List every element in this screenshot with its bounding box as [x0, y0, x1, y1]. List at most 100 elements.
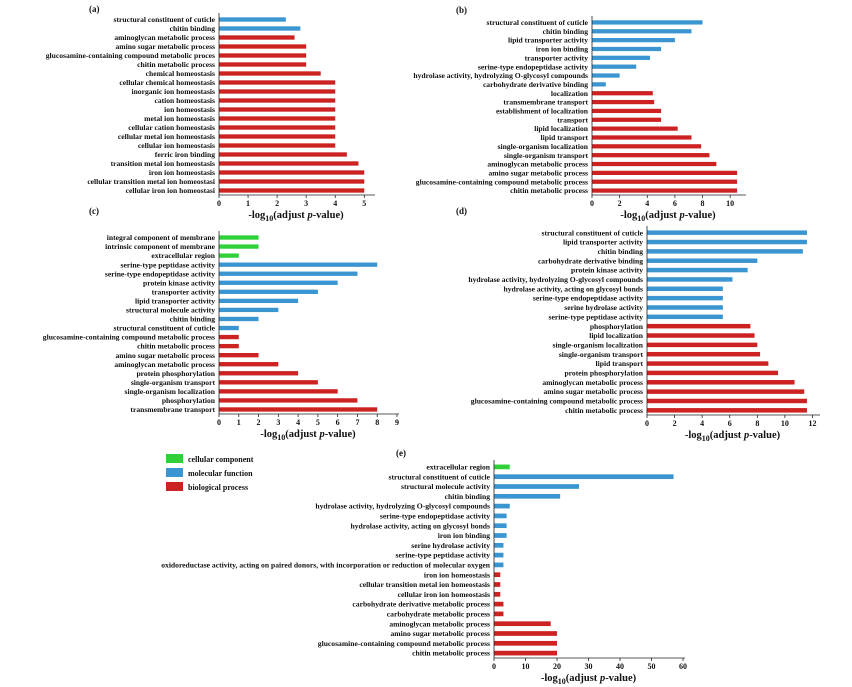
category-label: amino sugar metabolic process [116, 42, 216, 51]
bar [494, 533, 507, 538]
bar [219, 371, 299, 376]
bar [219, 26, 301, 31]
category-label: chitin binding [445, 492, 491, 501]
category-label: glucosamine-containing compound metaboli… [471, 397, 643, 406]
x-tick-label: 50 [648, 662, 656, 671]
category-label: carbohydrate derivative binding [538, 256, 643, 265]
panel-label: (d) [456, 206, 467, 216]
category-label: lipid localization [589, 331, 644, 340]
bar [647, 361, 769, 366]
category-label: carbohydrate derivative metabolic proces… [352, 600, 490, 609]
panel-c: (c) integral component of membraneintrins… [43, 206, 399, 442]
category-label: amino sugar metabolic process [116, 351, 216, 360]
x-tick-label: 9 [395, 418, 399, 427]
x-tick-label: 5 [362, 199, 366, 208]
x-tick-label: 4 [333, 199, 337, 208]
bar [494, 591, 501, 597]
category-label: glucosamine-containing compound metaboli… [46, 51, 215, 60]
bar [592, 20, 703, 25]
x-tick-label: 1 [246, 199, 250, 208]
x-tick-label: 6 [673, 199, 677, 208]
category-label: amino sugar metabolic process [544, 387, 644, 396]
bar [219, 179, 365, 184]
bar [592, 38, 675, 43]
legend: cellular component molecular function biol… [166, 454, 254, 492]
category-label: intrinsic component of membrane [105, 242, 216, 251]
bar [494, 493, 561, 499]
bar [494, 523, 507, 529]
x-tick-label: 2 [618, 199, 622, 208]
category-label: inorganic ion homeostasis [131, 87, 215, 96]
bar [219, 280, 338, 285]
bar [219, 35, 295, 40]
category-label: carbohydrate derivative binding [483, 80, 588, 89]
bar [219, 316, 259, 322]
x-tick-label: 30 [585, 662, 593, 671]
bar [494, 562, 504, 568]
category-label: glucosamine-containing compound metaboli… [318, 639, 490, 648]
bar [219, 334, 239, 340]
category-label: aminoglycan metabolic process [487, 160, 588, 169]
bar [219, 389, 338, 394]
category-label: structural constituent of cuticle [487, 18, 589, 27]
category-label: cellular cation homeostasis [128, 123, 215, 132]
bar [592, 144, 702, 149]
x-tick-label: 7 [355, 418, 359, 427]
category-label: chitin metabolic process [510, 186, 588, 195]
x-tick-label: 4 [700, 419, 704, 428]
bar [592, 108, 662, 114]
category-label: structural molecule activity [401, 482, 490, 491]
category-label: transport [557, 115, 588, 124]
category-label: single-organism localization [498, 142, 589, 151]
bar [647, 380, 795, 385]
x-tick-label: 60 [679, 662, 687, 671]
bar [647, 351, 761, 357]
legend-label: biological process [188, 483, 248, 492]
category-label: structural molecule activity [126, 306, 215, 315]
category-label: transition metal ion homeostasis [111, 159, 215, 168]
bar [219, 62, 307, 67]
x-tick-label: 0 [217, 199, 221, 208]
category-label: transmembrane transport [130, 405, 215, 414]
x-axis-title: -log10(adjust p-value) [685, 430, 781, 443]
bar [647, 408, 807, 413]
category-label: iron ion homeostasis [424, 570, 490, 579]
category-label: lipid transport [596, 359, 644, 368]
bar [494, 650, 557, 656]
category-label: structural constituent of cuticle [389, 472, 491, 481]
bar [494, 611, 504, 617]
category-label: aminoglycan metabolic process [114, 33, 215, 42]
x-tick-label: 0 [492, 662, 496, 671]
panel-label: (a) [89, 4, 100, 14]
category-label: lipid transporter activity [508, 36, 588, 45]
x-tick-label: 4 [296, 418, 300, 427]
bar [219, 307, 279, 313]
category-label: lipid localization [534, 124, 589, 133]
bar [647, 239, 807, 245]
category-label: amino sugar metabolic process [489, 168, 589, 177]
bar [647, 277, 733, 282]
bar [219, 170, 365, 175]
category-label: chitin metabolic process [137, 342, 215, 351]
bar [647, 230, 807, 235]
bar [647, 249, 803, 254]
category-label: glucosamine-containing compound metaboli… [416, 177, 588, 186]
category-label: structural constituent of cuticle [542, 228, 644, 237]
category-label: serine hydrolase activity [411, 541, 490, 550]
x-tick-label: 5 [316, 418, 320, 427]
bar [494, 484, 580, 489]
x-axis-title: -log10(adjust p-value) [248, 210, 344, 223]
category-label: serine-type peptidase activity [396, 551, 491, 560]
bar [592, 188, 738, 193]
category-label: chitin binding [170, 24, 216, 33]
bar [494, 542, 504, 548]
category-label: phosphorylation [162, 396, 216, 405]
category-label: localization [551, 89, 589, 98]
x-tick-label: 12 [808, 419, 816, 428]
x-tick-label: 8 [375, 418, 379, 427]
category-label: transporter activity [152, 287, 216, 296]
bar [219, 89, 336, 94]
category-label: ferric iron binding [155, 150, 215, 159]
bar [219, 380, 318, 385]
